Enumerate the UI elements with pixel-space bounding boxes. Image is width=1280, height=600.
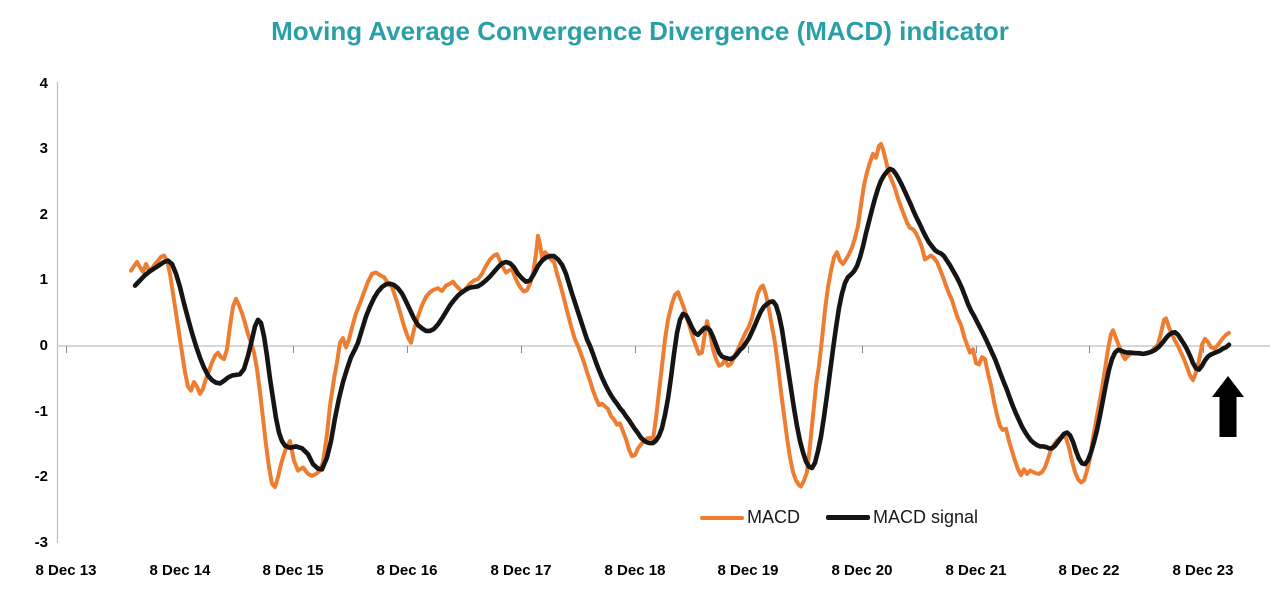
- chart-title: Moving Average Convergence Divergence (M…: [271, 16, 1009, 46]
- x-tick-label: 8 Dec 19: [717, 562, 779, 579]
- macd-signal-line: [132, 166, 1232, 472]
- legend-item-macd-signal: MACD signal: [826, 507, 978, 528]
- x-tick-label: 8 Dec 16: [376, 562, 438, 579]
- x-tick-label: 8 Dec 13: [35, 562, 97, 579]
- legend-label-macd: MACD: [747, 507, 800, 527]
- y-tick-label: -1: [34, 402, 48, 420]
- y-tick-label: 1: [39, 271, 48, 289]
- x-tick-label: 8 Dec 23: [1172, 562, 1234, 579]
- x-tick-label: 8 Dec 15: [262, 562, 324, 579]
- x-tick-label: 8 Dec 14: [149, 562, 211, 579]
- x-tick-label: 8 Dec 22: [1058, 562, 1120, 579]
- legend-swatch-macd-signal: [826, 515, 870, 520]
- legend-item-macd: MACD: [700, 507, 800, 528]
- y-tick-label: 0: [39, 337, 48, 354]
- y-tick-label: 2: [39, 205, 48, 223]
- legend: MACD MACD signal: [700, 507, 978, 528]
- legend-label-macd-signal: MACD signal: [873, 507, 979, 527]
- x-tick-label: 8 Dec 21: [945, 562, 1007, 579]
- legend-swatch-macd: [700, 515, 744, 520]
- up-arrow-icon: [1212, 376, 1244, 437]
- x-tick-label: 8 Dec 20: [831, 562, 893, 579]
- x-tick-label: 8 Dec 17: [490, 562, 552, 579]
- y-tick-label: 3: [39, 140, 48, 158]
- macd-line: [129, 142, 1231, 489]
- y-tick-label: 4: [39, 74, 48, 92]
- x-tick-label: 8 Dec 18: [604, 562, 666, 579]
- y-tick-label: -3: [34, 533, 48, 551]
- y-tick-label: -2: [34, 468, 48, 486]
